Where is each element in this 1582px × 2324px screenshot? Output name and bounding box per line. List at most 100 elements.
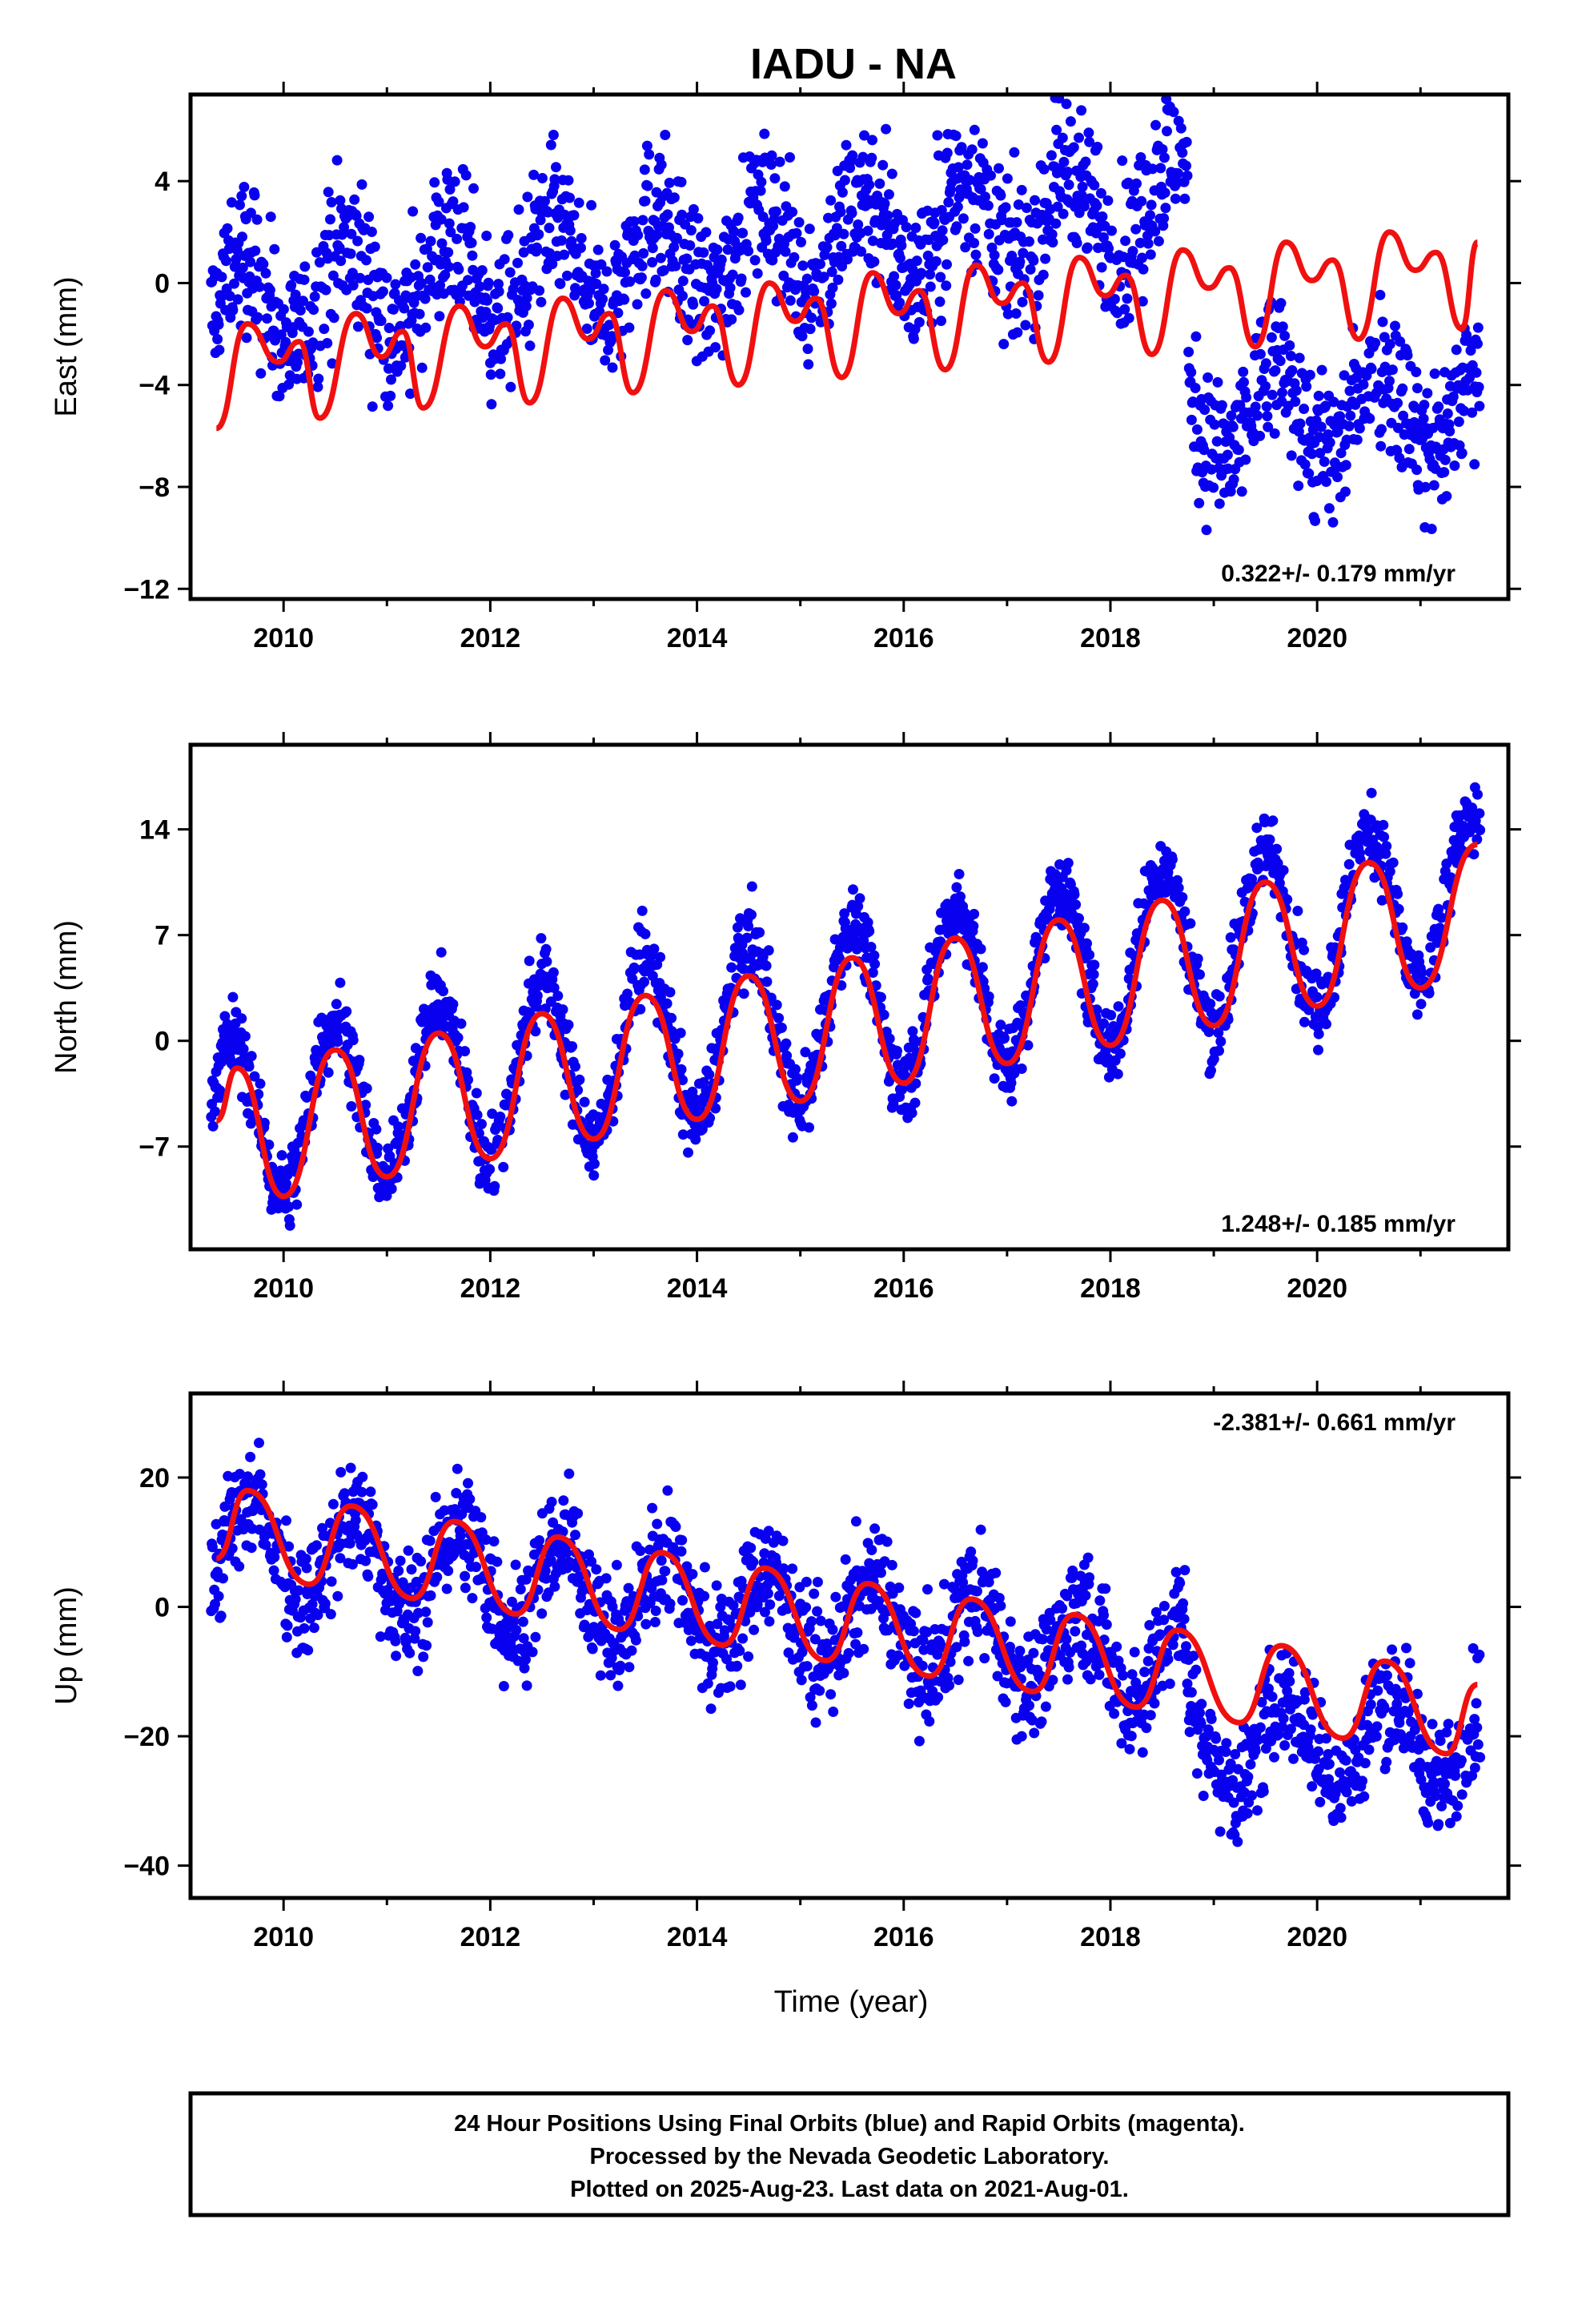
data-point [866,152,877,163]
data-point [456,1509,468,1520]
data-point [260,1539,271,1550]
data-point [909,1097,921,1108]
data-point [232,294,243,305]
data-point [781,1038,792,1049]
data-point [677,275,689,287]
velocity-annotation: 1.248+/- 0.185 mm/yr [1221,1211,1456,1237]
data-point [642,180,653,191]
data-point [299,274,310,285]
data-point [219,1501,231,1512]
data-point [243,1471,253,1482]
data-point [533,229,544,240]
data-point [796,236,806,247]
data-point [652,1518,663,1530]
data-point [489,1180,500,1192]
data-point [1358,379,1369,390]
data-point [977,962,988,973]
data-point [511,320,522,332]
data-point [1381,841,1392,852]
data-point [1012,327,1023,338]
data-point [883,189,894,200]
data-point [303,1645,314,1656]
data-point [989,250,1000,261]
data-point [764,1616,775,1627]
data-point [1038,269,1049,280]
data-point [975,943,986,955]
data-point [1112,1068,1123,1080]
data-point [1252,410,1263,421]
data-point [1094,1669,1105,1680]
data-point [1290,396,1301,407]
data-point [1155,163,1166,174]
data-point [1146,199,1157,211]
data-point [666,1012,677,1023]
data-point [1475,825,1486,835]
data-point [1137,252,1147,263]
data-point [210,1598,220,1610]
data-point [1315,448,1326,459]
data-point [787,207,798,218]
data-point [405,388,416,400]
data-point [1051,124,1062,135]
data-point [711,1580,722,1591]
data-point [361,255,371,266]
data-point [335,1466,347,1478]
data-point [632,230,644,241]
data-point [938,235,949,246]
data-point [350,1514,361,1526]
data-point [607,1601,618,1612]
data-point [848,884,858,895]
data-point [1021,203,1032,213]
data-point [1467,407,1478,418]
data-point [793,217,805,228]
data-point [767,255,778,266]
data-point [1428,480,1439,491]
data-point [821,242,833,253]
data-point [1387,364,1398,376]
data-point [443,247,454,258]
data-point [572,1508,584,1519]
data-point [592,244,604,255]
data-point [894,297,905,308]
data-point [1323,429,1334,440]
data-point [951,1642,962,1653]
data-point [875,991,886,1003]
data-point [293,1585,304,1596]
data-point [1000,1696,1011,1707]
data-point [356,1486,367,1498]
data-point [913,1735,925,1747]
data-point [548,967,559,978]
data-point [1255,430,1266,441]
data-point [650,1606,661,1616]
data-point [1089,959,1100,971]
data-point [636,905,648,916]
data-point [656,1555,667,1566]
data-point [719,1625,730,1636]
data-point [1101,1619,1112,1630]
data-point [1378,819,1389,830]
data-point [1111,1641,1122,1652]
data-point [1307,448,1318,460]
data-point [710,1103,721,1114]
data-point [544,223,555,234]
data-point [801,273,813,284]
data-point [681,1561,693,1572]
data-point [418,1651,429,1663]
data-point [520,1654,531,1665]
data-point [467,1593,478,1604]
data-point [917,1660,928,1671]
data-point [670,1522,681,1532]
data-point [650,274,661,285]
data-point [975,183,986,195]
data-point [1054,859,1065,870]
data-point [810,1717,821,1728]
data-point [474,281,485,292]
data-point [1183,347,1195,357]
data-point [226,197,237,208]
data-point [1084,949,1095,960]
data-point [910,223,921,233]
data-point [210,1106,220,1117]
data-point [1393,903,1404,915]
data-point [496,353,507,364]
data-point [925,269,936,280]
